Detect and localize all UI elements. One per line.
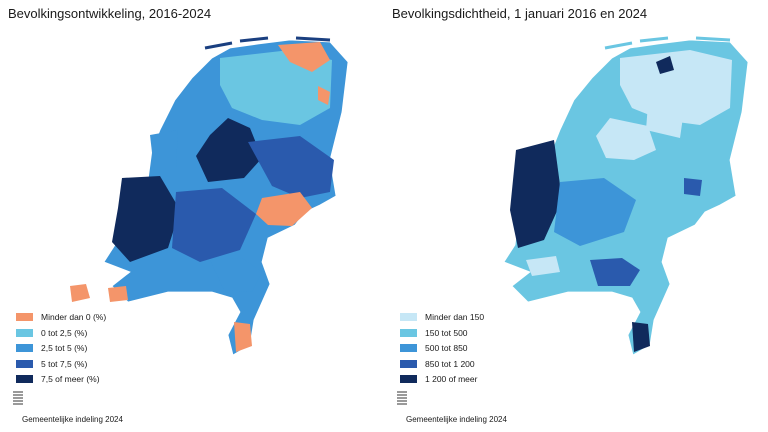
- legend-swatch: [400, 313, 417, 321]
- legend-swatch: [16, 375, 33, 383]
- legend-item: 150 tot 500: [400, 326, 484, 340]
- legend-label: Minder dan 150: [425, 312, 485, 322]
- legend-label: 5 tot 7,5 (%): [41, 358, 88, 369]
- legend-swatch: [400, 359, 417, 368]
- legend-label: 850 tot 1 200: [425, 358, 475, 369]
- legend-item: 5 tot 7,5 (%): [16, 357, 106, 371]
- legend-swatch: [16, 313, 33, 321]
- legend-item: 850 tot 1 200: [400, 357, 484, 371]
- legend-swatch: [16, 328, 33, 337]
- legend-item: Minder dan 0 (%): [16, 310, 106, 324]
- legend-label: 0 tot 2,5 (%): [41, 327, 88, 338]
- footer-note: Gemeentelijke indeling 2024: [406, 415, 507, 424]
- legend-item: 0 tot 2,5 (%): [16, 326, 106, 340]
- legend-item: Minder dan 150: [400, 310, 484, 324]
- legend-label: 150 tot 500: [425, 327, 468, 338]
- legend-swatch: [400, 328, 417, 337]
- population-density-panel: Bevolkingsdichtheid, 1 januari 2016 en 2…: [384, 0, 768, 432]
- legend-item: 7,5 of meer (%): [16, 372, 106, 386]
- legend-label: 7,5 of meer (%): [41, 374, 100, 384]
- population-density-map: [503, 36, 749, 356]
- footer-note: Gemeentelijke indeling 2024: [22, 415, 123, 424]
- cbs-logo-icon: [397, 391, 407, 405]
- legend-label: Minder dan 0 (%): [41, 312, 107, 322]
- map-legend: Minder dan 150 150 tot 500 500 tot 850 8…: [400, 310, 484, 388]
- cbs-logo-icon: [13, 391, 23, 405]
- legend-label: 500 tot 850: [425, 343, 468, 353]
- legend-item: 1 200 of meer: [400, 372, 484, 386]
- population-growth-panel: Bevolkingsontwikkeling, 2016-2024: [8, 6, 349, 424]
- map-title: Bevolkingsdichtheid, 1 januari 2016 en 2…: [392, 6, 648, 21]
- legend-item: 500 tot 850: [400, 341, 484, 355]
- map-title: Bevolkingsontwikkeling, 2016-2024: [8, 6, 212, 21]
- legend-label: 2,5 tot 5 (%): [41, 343, 88, 353]
- legend-swatch: [400, 375, 417, 383]
- legend-item: 2,5 tot 5 (%): [16, 341, 106, 355]
- municipality-regions: [510, 50, 732, 352]
- map-legend: Minder dan 0 (%) 0 tot 2,5 (%) 2,5 tot 5…: [16, 310, 106, 388]
- legend-swatch: [16, 359, 33, 368]
- legend-label: 1 200 of meer: [425, 374, 478, 384]
- municipality-regions: [70, 42, 334, 352]
- population-growth-map: [70, 36, 349, 356]
- legend-swatch: [400, 344, 417, 352]
- legend-swatch: [16, 344, 33, 352]
